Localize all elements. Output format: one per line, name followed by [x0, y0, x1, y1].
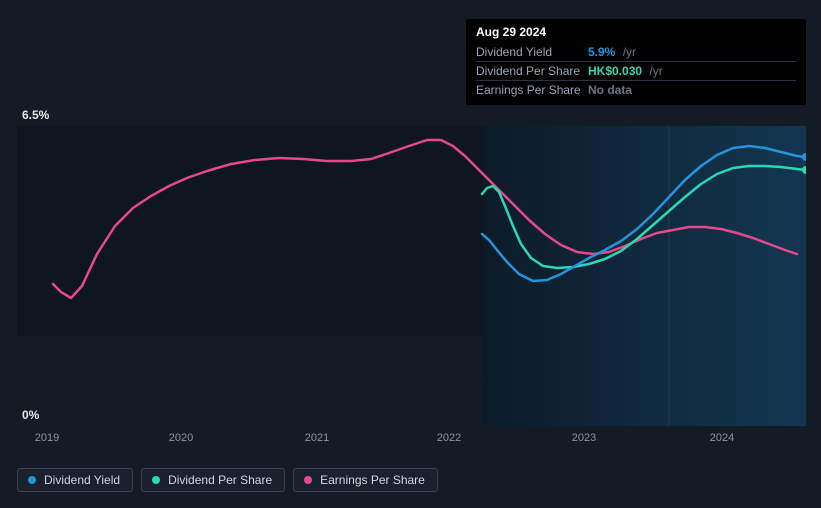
- y-axis-max: 6.5%: [22, 108, 49, 122]
- x-tick: 2024: [710, 432, 734, 444]
- x-tick: 2022: [437, 432, 461, 444]
- tooltip-date: Aug 29 2024: [476, 25, 796, 39]
- chart-area: [17, 126, 806, 426]
- tooltip-row: Earnings Per ShareNo data: [476, 81, 796, 99]
- legend-pill[interactable]: Earnings Per Share: [293, 468, 438, 492]
- tooltip-row-value: No data: [588, 83, 632, 97]
- legend-dot-icon: [152, 476, 160, 484]
- legend-label: Dividend Per Share: [168, 473, 272, 487]
- x-tick: 2020: [169, 432, 193, 444]
- legend-pill[interactable]: Dividend Per Share: [141, 468, 285, 492]
- legend-label: Dividend Yield: [44, 473, 120, 487]
- x-tick: 2023: [572, 432, 596, 444]
- tooltip-row-value: HK$0.030 /yr: [588, 64, 663, 78]
- legend-dot-icon: [28, 476, 36, 484]
- tooltip-row: Dividend Yield5.9% /yr: [476, 43, 796, 62]
- tooltip-row-value: 5.9% /yr: [588, 45, 636, 59]
- tooltip-row-label: Earnings Per Share: [476, 83, 588, 97]
- line-chart: [17, 126, 806, 426]
- tooltip-row-label: Dividend Per Share: [476, 64, 588, 78]
- tooltip-row-label: Dividend Yield: [476, 45, 588, 59]
- x-tick: 2019: [35, 432, 59, 444]
- x-axis: 2019 2020 2021 2022 2023 2024: [17, 432, 806, 448]
- x-tick: 2021: [305, 432, 329, 444]
- legend: Dividend Yield Dividend Per Share Earnings…: [17, 468, 438, 492]
- legend-dot-icon: [304, 476, 312, 484]
- tooltip-row: Dividend Per ShareHK$0.030 /yr: [476, 62, 796, 81]
- tooltip-box: Aug 29 2024 Dividend Yield5.9% /yrDivide…: [466, 19, 806, 105]
- legend-pill[interactable]: Dividend Yield: [17, 468, 133, 492]
- legend-label: Earnings Per Share: [320, 473, 425, 487]
